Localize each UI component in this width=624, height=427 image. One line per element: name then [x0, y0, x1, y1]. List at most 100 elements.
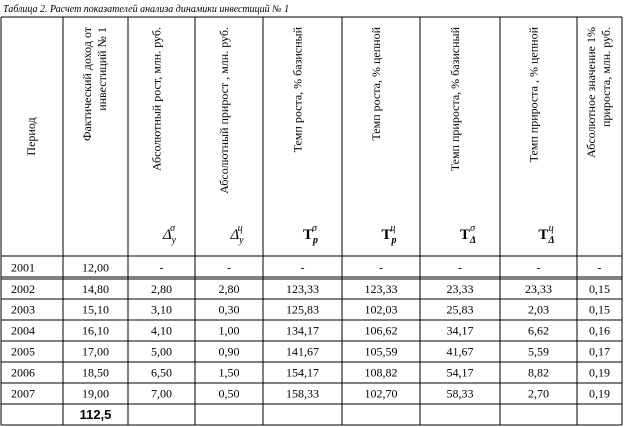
symbol-sub: y — [238, 235, 244, 246]
cell: 54,17 — [447, 365, 474, 379]
cell: 141,67 — [286, 344, 319, 358]
cell: 6,50 — [151, 365, 172, 379]
formula-symbol: Δyσ — [162, 223, 177, 246]
cell: 2007 — [11, 386, 35, 400]
cell: 34,17 — [447, 323, 474, 337]
cell: 16,10 — [82, 323, 109, 337]
cell: 2004 — [11, 323, 35, 337]
cell: 0,17 — [589, 344, 610, 358]
symbol-sub: y — [171, 235, 177, 246]
symbol-sub: Δ — [547, 235, 554, 246]
cell: 123,33 — [286, 282, 319, 296]
cell: 2003 — [11, 302, 35, 316]
caption: Таблица 2. Расчет показателей анализа ди… — [3, 4, 289, 15]
symbol-base: Δ — [229, 227, 239, 243]
cell: 18,50 — [82, 365, 109, 379]
cell: 2005 — [11, 344, 35, 358]
cell: 58,33 — [447, 386, 474, 400]
total: 112,5 — [80, 407, 112, 422]
cell: 2002 — [11, 282, 35, 296]
cell: 5,00 — [151, 344, 172, 358]
cell: 7,00 — [151, 386, 172, 400]
symbol-sup: ц — [391, 223, 396, 234]
formula-symbol: Tpц — [381, 223, 396, 246]
symbol-base: T — [538, 227, 548, 243]
cell: 2006 — [11, 365, 35, 379]
cell: 158,33 — [286, 386, 319, 400]
symbol-sub: Δ — [469, 235, 476, 246]
cell: 0,30 — [219, 302, 240, 316]
symbol-sup: ц — [238, 223, 243, 234]
cell: 2,70 — [528, 386, 549, 400]
cell: 0,15 — [589, 302, 610, 316]
cell: 2001 — [11, 260, 35, 274]
symbol-base: T — [460, 227, 470, 243]
column-header: Абсолютное значение 1% — [584, 27, 598, 158]
cell: 2,80 — [219, 282, 240, 296]
symbol-sub: p — [312, 235, 318, 246]
cell: 4,10 — [151, 323, 172, 337]
column-header: прироста, млн. руб. — [599, 27, 613, 127]
column-header: Абсолютный прирост , млн. руб. — [217, 27, 231, 194]
symbol-sup: σ — [312, 223, 318, 234]
formula-symbol: TΔц — [538, 223, 554, 246]
cell: 3,10 — [151, 302, 172, 316]
symbol-sup: σ — [170, 223, 176, 234]
cell: - — [301, 260, 305, 274]
cell: 8,82 — [528, 365, 549, 379]
column-header: Абсолютный рост, млн. руб. — [149, 27, 163, 171]
column-header: Темп роста, % цепной — [369, 26, 383, 140]
cell: 1,50 — [219, 365, 240, 379]
column-header: Фактический доход от — [80, 26, 94, 141]
column-header: инвестиций № 1 — [95, 27, 109, 111]
cell: - — [227, 260, 231, 274]
cell: 12,00 — [82, 260, 109, 274]
cell: 6,62 — [528, 323, 549, 337]
cell: 0,16 — [589, 323, 610, 337]
symbol-sup: σ — [470, 223, 476, 234]
column-header: Темп прироста, % базисный — [448, 26, 462, 171]
formula-symbol: Δyц — [229, 223, 244, 246]
cell: 0,19 — [589, 386, 610, 400]
column-header: Темп роста, % базисный — [290, 26, 304, 152]
cell: - — [160, 260, 164, 274]
cell: 123,33 — [365, 282, 398, 296]
cell: - — [379, 260, 383, 274]
cell: 134,17 — [286, 323, 319, 337]
cell: 25,83 — [447, 302, 474, 316]
column-header: Период — [24, 117, 38, 155]
cell: 15,10 — [82, 302, 109, 316]
cell: 125,83 — [286, 302, 319, 316]
cell: 23,33 — [525, 282, 552, 296]
cell: - — [598, 260, 602, 274]
cell: 0,19 — [589, 365, 610, 379]
cell: - — [537, 260, 541, 274]
cell: - — [458, 260, 462, 274]
cell: 0,90 — [219, 344, 240, 358]
cell: 2,80 — [151, 282, 172, 296]
cell: 154,17 — [286, 365, 319, 379]
cell: 19,00 — [82, 386, 109, 400]
formula-symbol: TΔσ — [460, 223, 476, 246]
formula-symbol: Tpσ — [303, 223, 318, 246]
symbol-base: T — [303, 227, 313, 243]
cell: 17,00 — [82, 344, 109, 358]
cell: 102,03 — [365, 302, 398, 316]
cell: 14,80 — [82, 282, 109, 296]
column-header: Темп прироста , % цепной — [526, 26, 540, 162]
cell: 108,82 — [365, 365, 398, 379]
cell: 2,03 — [528, 302, 549, 316]
cell: 106,62 — [365, 323, 398, 337]
cell: 23,33 — [447, 282, 474, 296]
cell: 105,59 — [365, 344, 398, 358]
symbol-base: T — [381, 227, 391, 243]
cell: 5,59 — [528, 344, 549, 358]
cell: 0,50 — [219, 386, 240, 400]
cell: 0,15 — [589, 282, 610, 296]
cell: 102,70 — [365, 386, 398, 400]
cell: 41,67 — [447, 344, 474, 358]
symbol-base: Δ — [162, 227, 172, 243]
symbol-sub: p — [391, 235, 397, 246]
cell: 1,00 — [219, 323, 240, 337]
